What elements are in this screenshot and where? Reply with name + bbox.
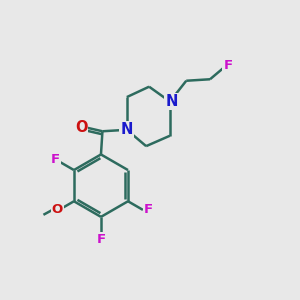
Text: F: F [96,233,106,246]
Text: N: N [165,94,178,109]
Text: O: O [75,120,87,135]
Text: F: F [223,59,232,72]
Text: F: F [51,153,60,166]
Text: O: O [52,203,63,216]
Text: N: N [121,122,133,137]
Text: F: F [144,203,153,216]
